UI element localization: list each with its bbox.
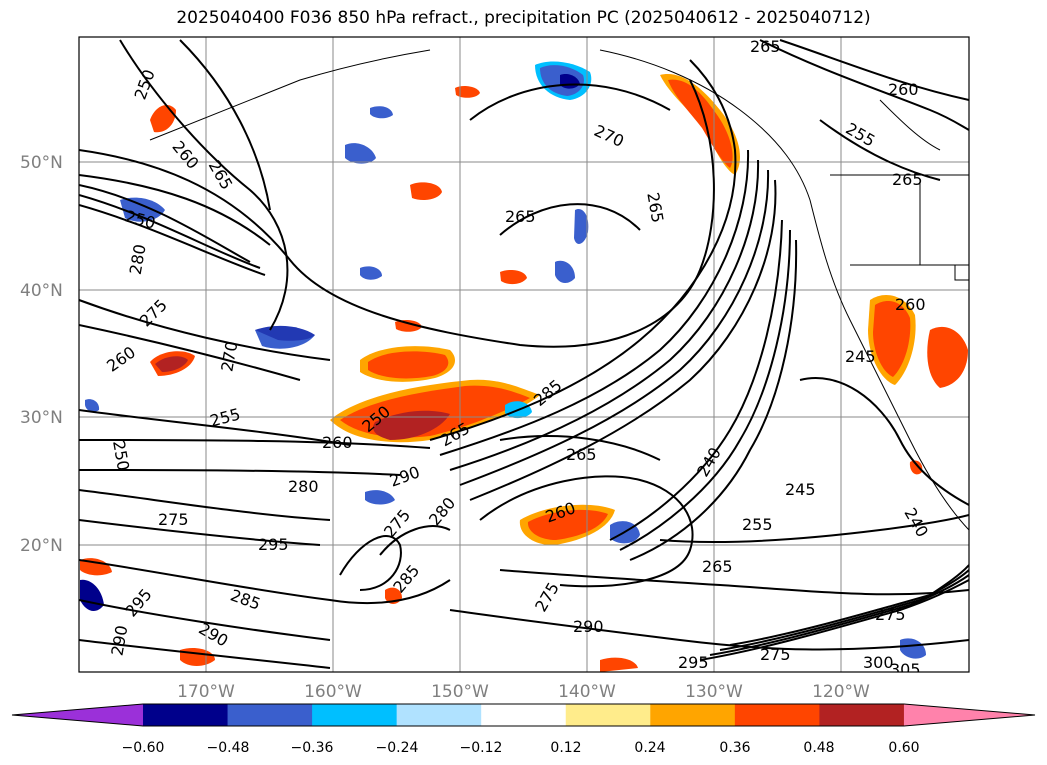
colorbar-segment: [227, 704, 313, 726]
lon-label: 130°W: [685, 682, 743, 702]
contour-label: 305: [890, 660, 921, 679]
lat-label: 40°N: [20, 281, 63, 301]
lat-label: 50°N: [20, 153, 63, 173]
colorbar-tick-label: 0.48: [803, 740, 834, 756]
coastlines: [149, 49, 969, 531]
contour-label: 265: [566, 445, 597, 464]
colorbar-extend-min: [12, 704, 143, 726]
lon-label: 160°W: [304, 682, 362, 702]
map-frame: [78, 36, 970, 673]
colorbar-segment: [481, 704, 567, 726]
colorbar-tick-label: −0.48: [207, 740, 250, 756]
colorbar-segment: [312, 704, 398, 726]
map-panel: 250 260 265 270 265 265 250 280 275 260 …: [79, 37, 969, 679]
colorbar-segment: [650, 704, 736, 726]
colorbar-segment: [143, 704, 229, 726]
colorbar-tick-label: −0.60: [122, 740, 165, 756]
lon-label: 150°W: [431, 682, 489, 702]
colorbar-segment: [396, 704, 482, 726]
colorbar-segment: [565, 704, 651, 726]
lon-label: 170°W: [177, 682, 235, 702]
contour-label: 260: [895, 295, 926, 314]
contour-label: 280: [288, 477, 319, 496]
colorbar-outline: [11, 703, 1036, 727]
lon-label: 120°W: [812, 682, 870, 702]
contour-label: 300: [863, 653, 894, 672]
refractivity-contours: [79, 39, 969, 669]
contour-label: 260: [322, 433, 353, 452]
colorbar-extend-max: [903, 704, 1035, 726]
latitude-labels: 50°N 40°N 30°N 20°N: [20, 153, 63, 556]
contour-label: 265: [505, 207, 536, 226]
colorbar-tick-label: 0.12: [550, 740, 581, 756]
contour-label: 265: [702, 557, 733, 576]
lat-label: 30°N: [20, 408, 63, 428]
lat-label: 20°N: [20, 536, 63, 556]
contour-label: 295: [678, 653, 709, 672]
colorbar: [11, 703, 1036, 727]
contour-label: 260: [888, 80, 919, 99]
colorbar-tick-label: 0.60: [888, 740, 919, 756]
colorbar-tick-label: −0.12: [460, 740, 503, 756]
colorbar-tick-labels: −0.60 −0.48 −0.36 −0.24 −0.12 0.12 0.24 …: [122, 740, 920, 756]
page-title: 2025040400 F036 850 hPa refract., precip…: [176, 8, 871, 28]
colorbar-tick-label: 0.24: [634, 740, 665, 756]
longitude-labels: 170°W 160°W 150°W 140°W 130°W 120°W: [177, 682, 870, 702]
contour-label: 265: [892, 170, 923, 189]
colorbar-tick-label: 0.36: [719, 740, 750, 756]
contour-label: 275: [760, 645, 791, 664]
contour-label: 265: [750, 37, 781, 56]
contour-label: 275: [875, 605, 906, 624]
contour-label: 290: [573, 617, 604, 636]
contour-labels: 250 260 265 270 265 265 250 280 275 260 …: [103, 37, 932, 679]
contour-label: 255: [742, 515, 773, 534]
colorbar-tick-label: −0.36: [291, 740, 334, 756]
contour-label: 245: [785, 480, 816, 499]
precip-shading: [80, 61, 968, 672]
contour-label: 275: [158, 510, 189, 529]
lon-label: 140°W: [558, 682, 616, 702]
contour-label: 245: [845, 347, 876, 366]
colorbar-segment: [734, 704, 820, 726]
contour-label: 295: [258, 535, 289, 554]
colorbar-segment: [819, 704, 905, 726]
colorbar-tick-label: −0.24: [376, 740, 419, 756]
